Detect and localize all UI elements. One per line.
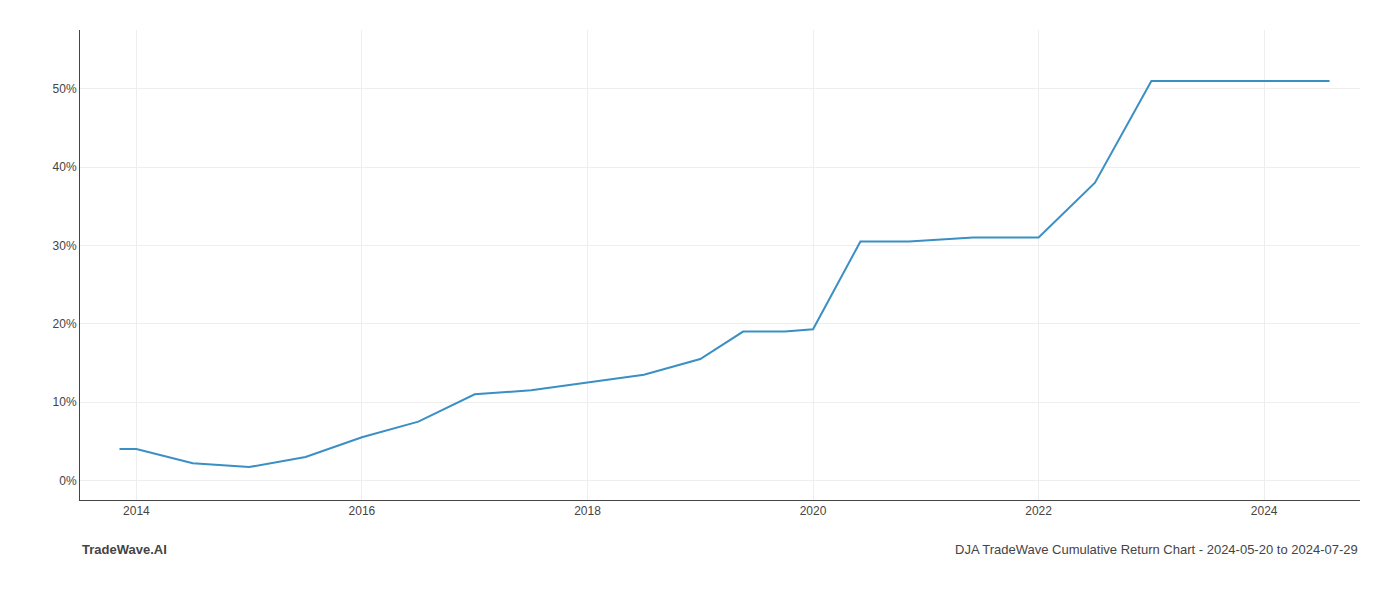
svg-text:40%: 40% [53,160,77,174]
svg-text:2024: 2024 [1251,504,1278,518]
svg-text:20%: 20% [53,317,77,331]
svg-text:TradeWave.AI: TradeWave.AI [82,542,167,557]
svg-text:50%: 50% [53,82,77,96]
svg-text:30%: 30% [53,239,77,253]
svg-text:10%: 10% [53,395,77,409]
svg-text:2022: 2022 [1025,504,1052,518]
svg-text:0%: 0% [59,474,77,488]
svg-text:2020: 2020 [800,504,827,518]
svg-text:2016: 2016 [349,504,376,518]
svg-text:2018: 2018 [574,504,601,518]
svg-text:DJA TradeWave Cumulative Retur: DJA TradeWave Cumulative Return Chart - … [955,542,1358,557]
svg-text:2014: 2014 [123,504,150,518]
